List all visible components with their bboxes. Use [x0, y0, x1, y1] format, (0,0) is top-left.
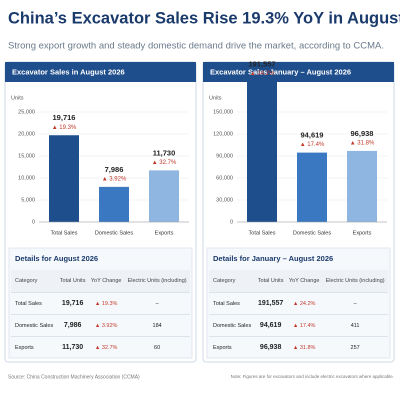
- table-cell: ▲ 32.7%: [88, 336, 125, 358]
- x-tick-label: Domestic Sales: [293, 230, 331, 236]
- value-label: 19,716: [53, 113, 76, 122]
- column-header: Category: [11, 270, 58, 293]
- panel-header: [203, 62, 394, 82]
- note: Note: Figures are for excavators and inc…: [231, 374, 394, 379]
- header-row: Category Total Units YoY Change Electric Un…: [209, 270, 388, 293]
- growth-label: ▲ 32.7%: [152, 160, 177, 166]
- table-cell: ▲ 24.2%: [286, 292, 323, 315]
- table-title: Details for January – August 2026: [213, 254, 333, 263]
- table-cell: 184: [124, 314, 190, 337]
- details-table: Category Total Units YoY Change Electric Un…: [209, 270, 388, 358]
- table-cell: Total Sales: [11, 292, 58, 315]
- table-cell: Exports: [209, 336, 256, 358]
- panel-title: Excavator Sales January – August 2026: [210, 67, 351, 76]
- table-row: Domestic Sales 94,619 ▲ 17.4% 411: [209, 314, 388, 337]
- value-label: 11,730: [153, 148, 176, 157]
- column-header: Category: [209, 270, 256, 293]
- y-tick-label: 15,000: [18, 153, 35, 159]
- table-cell: 94,619: [255, 314, 287, 337]
- table-cell: Domestic Sales: [11, 314, 58, 337]
- bar: [347, 150, 377, 222]
- y-tick-label: 5,000: [21, 197, 35, 203]
- column-header: Electric Units (including): [322, 270, 388, 293]
- source: Source: China Construction Machinery Ass…: [8, 374, 140, 380]
- y-tick-label: 120,000: [213, 131, 233, 137]
- table-cell: –: [124, 292, 190, 315]
- header-row: Category Total Units YoY Change Electric Un…: [11, 270, 190, 293]
- growth-label: ▲ 19.3%: [52, 125, 77, 131]
- y-axis-label: Units: [209, 95, 222, 101]
- table-cell: 7,986: [57, 314, 89, 337]
- details-table: Category Total Units YoY Change Electric Un…: [11, 270, 190, 358]
- y-tick-label: 20,000: [18, 131, 35, 137]
- subtitle: Strong export growth and steady domestic…: [8, 41, 384, 52]
- table-cell: ▲ 31.8%: [286, 336, 323, 358]
- table-row: Exports 11,730 ▲ 32.7% 60: [11, 336, 190, 358]
- y-tick-label: 60,000: [216, 175, 233, 181]
- table-cell: 60: [124, 336, 190, 358]
- column-header: YoY Change: [286, 270, 323, 293]
- table-row: Exports 96,938 ▲ 31.8% 257: [209, 336, 388, 358]
- table-cell: Domestic Sales: [209, 314, 256, 337]
- x-tick-label: Domestic Sales: [95, 230, 133, 236]
- table-cell: ▲ 17.4%: [286, 314, 323, 337]
- growth-label: ▲ 3.92%: [102, 176, 127, 182]
- panel-title: Excavator Sales in August 2026: [12, 67, 125, 76]
- growth-label: ▲ 24.2%: [250, 71, 275, 77]
- column-header: Total Units: [255, 270, 287, 293]
- y-tick-label: 0: [32, 219, 35, 225]
- column-header: Electric Units (including): [124, 270, 190, 293]
- y-tick-label: 30,000: [216, 197, 233, 203]
- table-cell: 11,730: [57, 336, 89, 358]
- title: China’s Excavator Sales Rise 19.3% YoY i…: [8, 9, 400, 27]
- table-cell: 191,557: [255, 292, 287, 315]
- table-cell: ▲ 3.92%: [88, 314, 125, 337]
- table-row: Domestic Sales 7,986 ▲ 3.92% 184: [11, 314, 190, 337]
- value-label: 7,986: [105, 165, 124, 174]
- table-cell: 257: [322, 336, 388, 358]
- column-header: YoY Change: [88, 270, 125, 293]
- table-cell: 411: [322, 314, 388, 337]
- y-tick-label: 25,000: [18, 109, 35, 115]
- bar: [49, 135, 79, 222]
- bar: [99, 186, 129, 222]
- table-title: Details for August 2026: [15, 254, 98, 263]
- value-label: 191,557: [248, 60, 275, 69]
- table-cell: 96,938: [255, 336, 287, 358]
- table-row: Total Sales 19,716 ▲ 19.3% –: [11, 292, 190, 315]
- table-row: Total Sales 191,557 ▲ 24.2% –: [209, 292, 388, 315]
- value-label: 96,938: [351, 129, 374, 138]
- bar: [247, 81, 277, 222]
- y-tick-label: 90,000: [216, 153, 233, 159]
- x-tick-label: Total Sales: [249, 230, 276, 236]
- panel-header: [5, 62, 196, 82]
- y-axis-label: Units: [11, 95, 24, 101]
- y-tick-label: 0: [230, 219, 233, 225]
- y-tick-label: 150,000: [213, 109, 233, 115]
- value-label: 94,619: [301, 131, 324, 140]
- column-header: Total Units: [57, 270, 89, 293]
- table-cell: Total Sales: [209, 292, 256, 315]
- table-cell: Exports: [11, 336, 58, 358]
- table-cell: ▲ 19.3%: [88, 292, 125, 315]
- x-tick-label: Exports: [155, 230, 174, 236]
- bar: [297, 152, 327, 222]
- growth-label: ▲ 31.8%: [350, 140, 375, 146]
- bar: [149, 170, 179, 222]
- growth-label: ▲ 17.4%: [300, 142, 325, 148]
- table-cell: 19,716: [57, 292, 89, 315]
- x-tick-label: Exports: [353, 230, 372, 236]
- y-tick-label: 10,000: [18, 175, 35, 181]
- table-cell: –: [322, 292, 388, 315]
- x-tick-label: Total Sales: [51, 230, 78, 236]
